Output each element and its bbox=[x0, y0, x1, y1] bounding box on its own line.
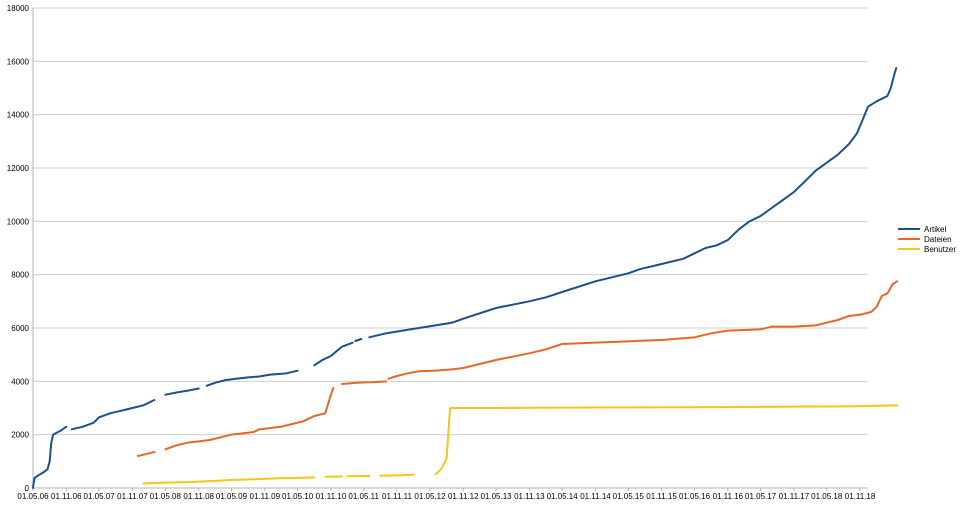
x-tick-label: 01.05.10 bbox=[282, 492, 314, 501]
series-line-segment bbox=[313, 341, 354, 367]
series-line-segment bbox=[379, 473, 415, 477]
x-tick-label: 01.11.15 bbox=[646, 492, 677, 501]
series-line-segment bbox=[340, 380, 387, 385]
x-tick-label: 01.05.09 bbox=[216, 492, 248, 501]
series-lines bbox=[32, 67, 899, 489]
x-tick-label: 01.05.18 bbox=[811, 492, 843, 501]
y-tick-label: 0 bbox=[25, 484, 30, 493]
x-tick-label: 01.11.08 bbox=[183, 492, 214, 501]
legend-label: Dateien bbox=[924, 235, 952, 244]
x-tick-label: 01.05.11 bbox=[348, 492, 379, 501]
x-tick-label: 01.11.06 bbox=[51, 492, 82, 501]
x-tick-label: 01.11.12 bbox=[448, 492, 479, 501]
x-tick-label: 01.05.08 bbox=[150, 492, 182, 501]
y-tick-label: 14000 bbox=[7, 111, 30, 120]
series-line-segment bbox=[70, 399, 156, 431]
y-tick-label: 2000 bbox=[11, 431, 29, 440]
series-line-segment bbox=[32, 425, 68, 489]
x-tick-label: 01.11.07 bbox=[117, 492, 148, 501]
x-tick-labels: 01.05.06 01.11.06 01.05.07 01.11.07 01.05.08… bbox=[17, 488, 876, 501]
legend-label: Artikel bbox=[924, 225, 946, 234]
x-tick-label: 01.05.16 bbox=[679, 492, 711, 501]
x-tick-label: 01.11.11 bbox=[382, 492, 413, 501]
y-tick-label: 10000 bbox=[7, 217, 30, 226]
x-tick-label: 01.11.09 bbox=[250, 492, 281, 501]
x-tick-label: 01.05.12 bbox=[414, 492, 446, 501]
x-tick-label: 01.11.10 bbox=[316, 492, 347, 501]
x-tick-label: 01.05.13 bbox=[480, 492, 512, 501]
x-tick-label: 01.05.07 bbox=[84, 492, 116, 501]
y-tick-label: 16000 bbox=[7, 57, 30, 66]
series-line-segment bbox=[205, 369, 299, 387]
y-tick-label: 6000 bbox=[11, 324, 29, 333]
x-tick-label: 01.05.15 bbox=[613, 492, 645, 501]
series-line-segment bbox=[368, 67, 898, 339]
y-tick-label: 18000 bbox=[7, 4, 30, 13]
series-line-segment bbox=[164, 387, 200, 396]
y-tick-label: 4000 bbox=[11, 377, 29, 386]
series-line-segment bbox=[164, 387, 335, 451]
y-gridlines bbox=[33, 7, 868, 436]
y-tick-label: 12000 bbox=[7, 164, 30, 173]
x-tick-label: 01.11.17 bbox=[779, 492, 810, 501]
series-benutzer bbox=[142, 404, 899, 485]
legend-label: Benutzer bbox=[924, 245, 956, 254]
series-line-segment bbox=[354, 338, 363, 342]
series-line-segment bbox=[142, 476, 316, 485]
series-dateien bbox=[136, 280, 899, 457]
axes bbox=[32, 8, 868, 489]
x-tick-label: 01.05.17 bbox=[745, 492, 777, 501]
x-tick-label: 01.11.14 bbox=[580, 492, 611, 501]
x-tick-label: 01.11.16 bbox=[713, 492, 744, 501]
x-tick-label: 01.05.06 bbox=[17, 492, 49, 501]
x-tick-label: 01.05.14 bbox=[547, 492, 579, 501]
y-tick-label: 8000 bbox=[11, 271, 29, 280]
series-artikel bbox=[32, 67, 898, 489]
y-tick-labels: 0 2000 4000 6000 8000 10000 12000 14000 16000 180… bbox=[7, 4, 30, 493]
x-tick-label: 01.11.18 bbox=[845, 492, 876, 501]
series-line-segment bbox=[136, 451, 156, 457]
series-line-segment bbox=[387, 280, 899, 380]
series-line-segment bbox=[434, 404, 899, 476]
x-tick-label: 01.11.13 bbox=[514, 492, 545, 501]
